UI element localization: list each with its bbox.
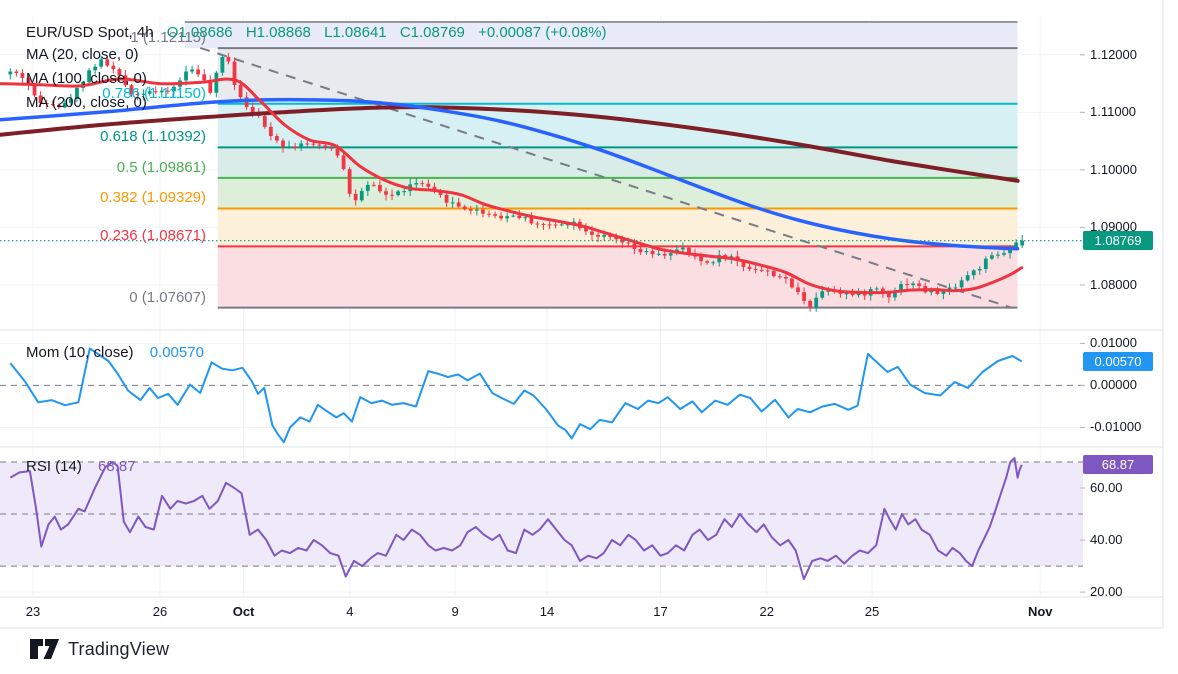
price-tick-1.10000: 1.10000 <box>1090 161 1137 177</box>
symbol-legend[interactable]: EUR/USD Spot, 4h O1.08686 H1.08868 L1.08… <box>26 24 607 41</box>
ma-line-1000[interactable] <box>0 97 1020 251</box>
time-tick-23: 23 <box>25 604 41 619</box>
price-tick-1.09000: 1.09000 <box>1090 219 1137 235</box>
rsi-value-badge: 68.87 <box>1083 455 1153 475</box>
time-tick-26: 26 <box>152 604 168 619</box>
rsi-tick-60.00: 60.00 <box>1090 479 1123 495</box>
time-tick-14: 14 <box>539 604 555 619</box>
price-tick-1.08000: 1.08000 <box>1090 276 1137 292</box>
fib-label-0.382: 0.382 (1.09329) <box>100 189 206 207</box>
ma-line-2000[interactable] <box>0 105 1020 183</box>
rsi-legend-title: RSI (14) <box>26 458 82 475</box>
rsi-legend[interactable]: RSI (14) 68.87 <box>26 458 136 475</box>
ohlc-close-label: C <box>399 24 411 41</box>
ohlc-open-label: O <box>166 24 179 41</box>
last-price-badge: 1.08769 <box>1083 231 1153 251</box>
time-tick-25: 25 <box>864 604 880 619</box>
price-tick-1.12000: 1.12000 <box>1090 46 1137 62</box>
ohlc-low-value: 1.08641 <box>332 24 387 41</box>
mom-tick-0.00000: 0.00000 <box>1090 377 1137 393</box>
legend-ma100[interactable]: MA (100, close, 0) <box>26 70 147 87</box>
time-tick-17: 17 <box>653 604 668 619</box>
legend-ma20[interactable]: MA (20, close, 0) <box>26 46 139 63</box>
fib-label-0.618: 0.618 (1.10392) <box>100 128 206 146</box>
fib-label-0.5: 0.5 (1.09861) <box>116 158 206 176</box>
fib-label-0: 0 (1.07607) <box>129 288 206 306</box>
symbol-title: EUR/USD Spot, 4h <box>26 24 154 41</box>
time-tick-Oct: Oct <box>232 604 255 619</box>
fib-retracement-lines[interactable] <box>217 47 1018 309</box>
fib-label-0.786: 0.786 (1.11150) <box>102 84 206 102</box>
ohlc-close-value: 1.08769 <box>410 24 465 41</box>
momentum-line[interactable] <box>9 347 1023 444</box>
rsi-line[interactable] <box>9 457 1023 581</box>
brand-name: TradingView <box>68 638 170 659</box>
tradingview-logo[interactable]: TradingView <box>30 638 169 660</box>
momentum-legend[interactable]: Mom (10, close) 0.00570 <box>26 344 204 361</box>
ohlc-high-value: 1.08868 <box>256 24 311 41</box>
fib-retracement-bands <box>217 48 1018 308</box>
time-tick-9: 9 <box>451 604 459 619</box>
rsi-legend-value: 68.87 <box>98 458 136 475</box>
ohlc-open-value: 1.08686 <box>178 24 233 41</box>
downtrend-line[interactable] <box>199 46 1013 309</box>
legend-ma200[interactable]: MA (200, close, 0) <box>26 94 147 111</box>
momentum-value-badge: 0.00570 <box>1083 351 1153 371</box>
ohlc-low-label: L <box>324 24 333 41</box>
top-highlight-strip <box>184 21 1018 49</box>
ma-line-200[interactable] <box>0 77 1024 295</box>
fib-label-0.236: 0.236 (1.08671) <box>100 227 206 245</box>
rsi-tick-20.00: 20.00 <box>1090 584 1123 600</box>
momentum-legend-value: 0.00570 <box>149 344 204 361</box>
ohlc-high-label: H <box>245 24 257 41</box>
mom-tick--0.01000: -0.01000 <box>1090 419 1142 435</box>
fib-label-1: 1 (1.12115) <box>130 29 206 47</box>
time-tick-4: 4 <box>346 604 354 619</box>
time-tick-Nov: Nov <box>1027 604 1053 619</box>
price-tick-1.11000: 1.11000 <box>1090 104 1137 120</box>
tradingview-logo-icon <box>30 639 59 659</box>
time-tick-22: 22 <box>759 604 774 619</box>
mom-tick-0.01000: 0.01000 <box>1090 335 1137 351</box>
pane-separators <box>0 0 1164 629</box>
rsi-tick-40.00: 40.00 <box>1090 532 1123 548</box>
ohlc-change: +0.00087 (+0.08%) <box>478 24 607 41</box>
momentum-legend-title: Mom (10, close) <box>26 344 134 361</box>
axis-ticks <box>1080 54 1085 593</box>
